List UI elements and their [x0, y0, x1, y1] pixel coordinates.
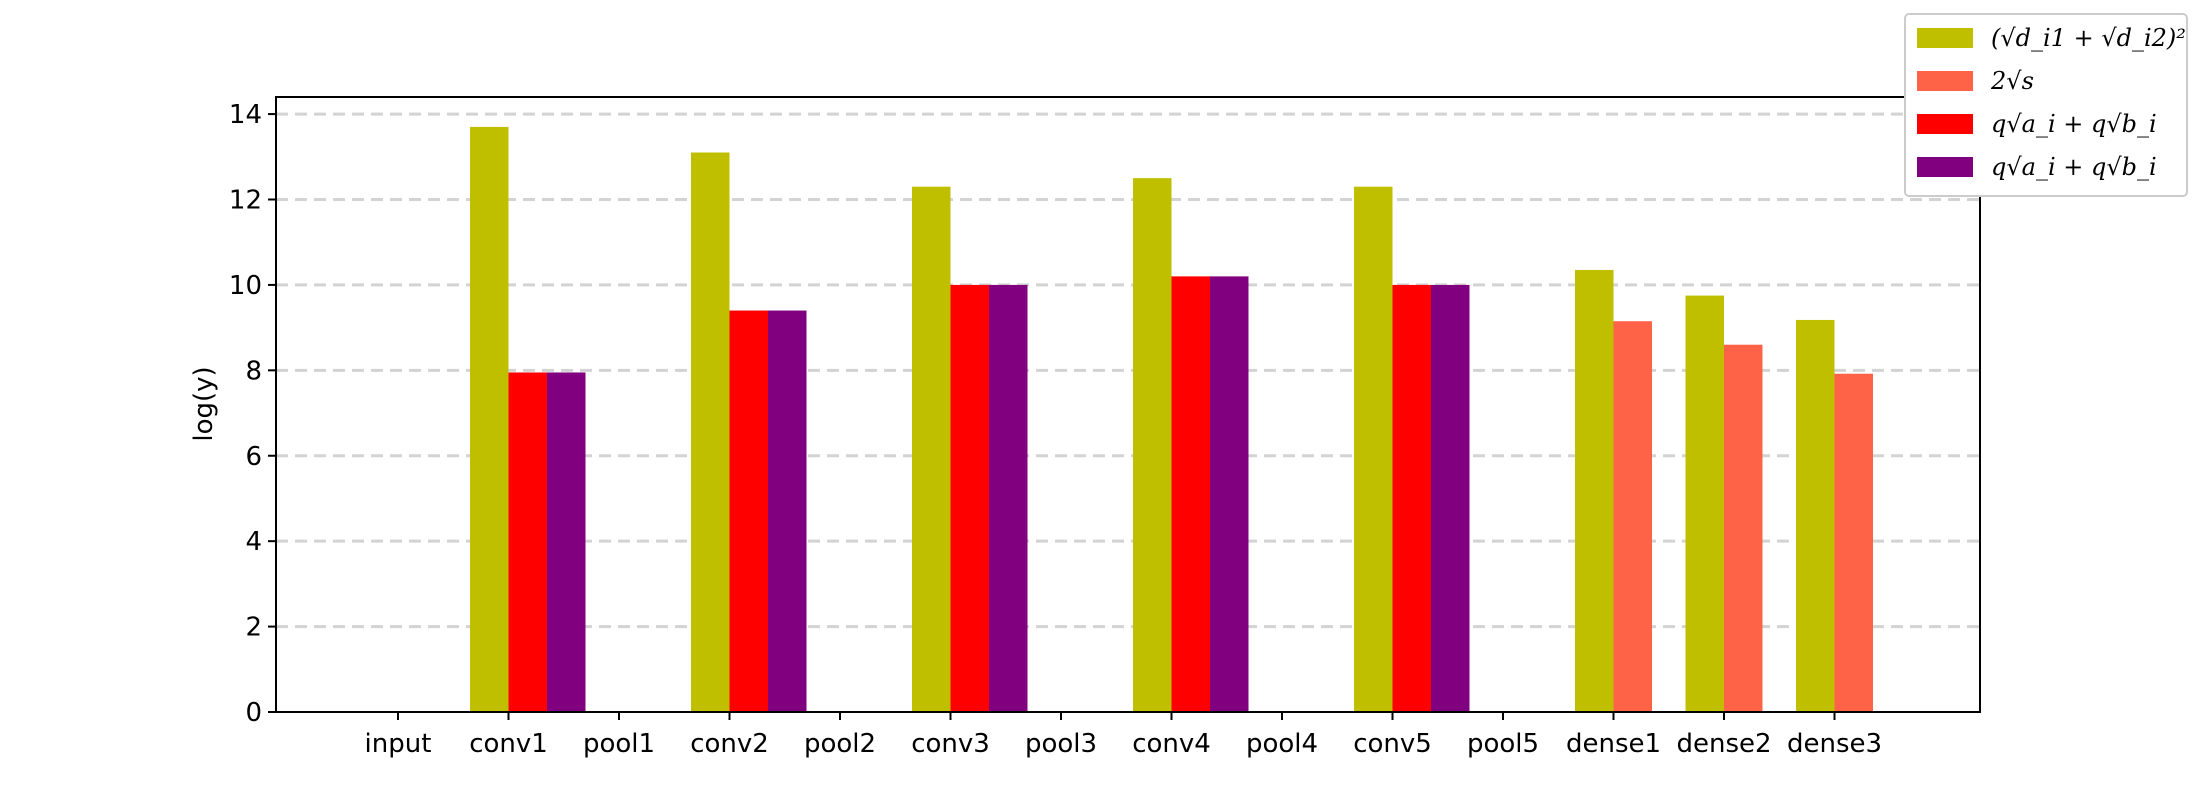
bar-conv4-series-2	[1171, 276, 1210, 712]
y-axis: 0 2 4 6 8 10 12 14	[229, 100, 276, 728]
x-tick-label-conv3: conv3	[911, 729, 990, 759]
bar-conv5-series-3	[1431, 284, 1470, 712]
bar-conv4-series-3	[1210, 276, 1249, 712]
x-tick-label-pool2: pool2	[804, 729, 876, 759]
bar-conv3-series-3	[989, 284, 1028, 712]
bars-layer	[470, 126, 1873, 713]
bar-conv1-series-3	[547, 372, 586, 712]
legend-label-1: 2√s	[1990, 67, 2034, 95]
bar-conv3-series-0	[912, 186, 951, 712]
bar-conv3-series-2	[950, 284, 989, 712]
legend-label-3: q√a_i + q√b_i	[1991, 153, 2157, 181]
bar-conv2-series-3	[768, 310, 807, 712]
y-tick-label: 14	[229, 100, 262, 130]
legend-label-0: (√d_i1 + √d_i2)²	[1991, 24, 2186, 52]
x-tick-label-input: input	[365, 729, 432, 759]
x-tick-label-pool3: pool3	[1025, 729, 1097, 759]
bar-dense2-series-1	[1724, 344, 1763, 712]
x-tick-label-dense3: dense3	[1787, 729, 1882, 759]
y-tick-label: 2	[245, 613, 262, 643]
y-tick-label: 0	[245, 698, 262, 728]
bar-conv2-series-2	[729, 310, 768, 712]
legend-label-2: q√a_i + q√b_i	[1991, 110, 2157, 138]
bar-conv1-series-0	[470, 126, 509, 713]
legend-swatch-3	[1917, 157, 1973, 177]
bar-dense3-series-1	[1834, 373, 1873, 712]
x-tick-label-conv5: conv5	[1353, 729, 1432, 759]
x-tick-label-dense1: dense1	[1566, 729, 1661, 759]
legend-swatch-0	[1917, 28, 1973, 48]
legend-swatch-1	[1917, 71, 1973, 91]
bar-dense1-series-1	[1613, 321, 1652, 712]
bar-dense3-series-0	[1796, 319, 1835, 712]
legend-swatch-2	[1917, 114, 1973, 134]
bar-dense2-series-0	[1685, 295, 1724, 712]
x-tick-label-pool4: pool4	[1246, 729, 1318, 759]
bar-conv5-series-2	[1392, 284, 1431, 712]
bar-conv1-series-2	[508, 372, 547, 712]
bar-conv2-series-0	[691, 152, 730, 713]
y-tick-label: 6	[245, 442, 262, 472]
y-axis-label: log(y)	[189, 366, 219, 441]
x-tick-label-dense2: dense2	[1676, 729, 1771, 759]
y-tick-label: 4	[245, 527, 262, 557]
legend: (√d_i1 + √d_i2)² 2√s q√a_i + q√b_i q√a_i + …	[1904, 13, 2188, 197]
y-tick-label: 8	[245, 356, 262, 386]
bar-conv5-series-0	[1354, 186, 1393, 712]
y-tick-label: 12	[229, 186, 262, 216]
bar-dense1-series-0	[1575, 269, 1614, 712]
bar-conv4-series-0	[1133, 178, 1172, 713]
x-tick-label-conv1: conv1	[469, 729, 548, 759]
x-tick-label-conv2: conv2	[690, 729, 769, 759]
plot-frame	[275, 96, 1981, 713]
x-tick-label-conv4: conv4	[1132, 729, 1211, 759]
x-axis: input conv1 pool1 conv2 pool2 conv3 pool3 conv4…	[365, 712, 1882, 759]
x-tick-label-pool1: pool1	[583, 729, 655, 759]
legend-box	[1904, 13, 2188, 197]
x-tick-label-pool5: pool5	[1467, 729, 1539, 759]
y-tick-label: 10	[229, 271, 262, 301]
